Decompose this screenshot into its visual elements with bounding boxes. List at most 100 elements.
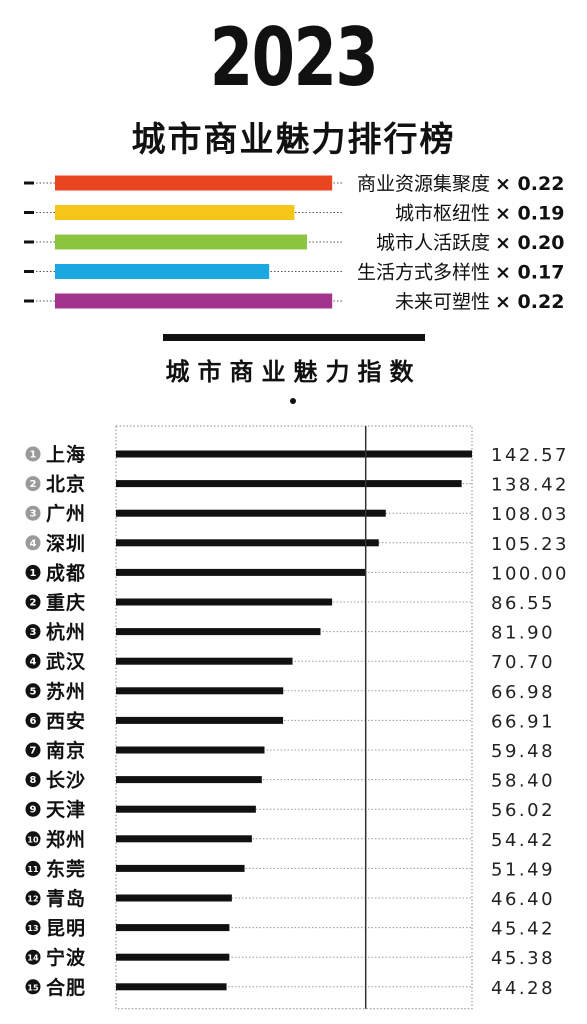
factor-bar: [55, 234, 307, 250]
ranking-bar-chart: 1 上海 142.57 2 北京 138.42 3 广州 108.03 4 深圳 105.23 1 成都 1…: [25, 425, 569, 1010]
rank-badge: [25, 653, 41, 669]
factor-weight: × 0.22: [495, 173, 564, 195]
rank-number: 11: [27, 865, 39, 874]
value-label: 66.98: [491, 682, 555, 703]
factor-row: 生活方式多样性 × 0.17: [24, 262, 564, 284]
rank-number: 5: [30, 686, 37, 697]
city-label: 西安: [46, 709, 86, 732]
rank-number: 3: [30, 627, 37, 638]
rank-badge: [25, 712, 41, 728]
bar: [116, 539, 379, 547]
value-label: 46.40: [491, 889, 555, 910]
rank-number: 1: [30, 568, 37, 579]
bar: [116, 924, 230, 932]
city-label: 成都: [46, 561, 86, 584]
value-label: 45.38: [491, 948, 555, 969]
rank-badge: [25, 446, 41, 462]
bar: [116, 805, 256, 813]
rank-number: 8: [30, 775, 37, 786]
city-label: 北京: [46, 473, 86, 496]
factor-row: 城市枢纽性 × 0.19: [24, 203, 564, 225]
value-label: 51.49: [491, 859, 555, 880]
rank-number: 10: [27, 835, 39, 844]
value-label: 59.48: [491, 741, 555, 762]
page-title: 城市商业魅力排行榜: [131, 120, 456, 160]
value-label: 56.02: [491, 800, 555, 821]
bar: [116, 480, 462, 488]
value-label: 66.91: [491, 711, 555, 732]
rank-number: 2: [30, 479, 37, 490]
rank-number: 13: [27, 924, 38, 933]
city-label: 武汉: [46, 651, 86, 673]
rank-badge: [25, 683, 41, 699]
bar: [116, 687, 284, 695]
factor-label: 商业资源集聚度: [357, 173, 490, 195]
rank-badge: [25, 920, 41, 936]
rank-badge: [25, 624, 41, 640]
rank-badge: [25, 594, 41, 610]
bar: [116, 716, 284, 724]
year-heading: 2023: [209, 11, 379, 104]
rank-badge: [25, 505, 41, 521]
value-label: 100.00: [491, 563, 569, 584]
factor-label: 未来可塑性: [395, 291, 490, 310]
rank-badge: [25, 535, 41, 551]
city-label: 南京: [46, 739, 86, 762]
rank-number: 7: [30, 746, 37, 757]
rank-number: 1: [30, 450, 37, 461]
bar: [116, 953, 230, 961]
rank-badge: [25, 476, 41, 492]
bar: [116, 746, 265, 754]
value-label: 45.42: [491, 919, 555, 940]
bar: [116, 864, 245, 872]
city-label: 合肥: [46, 976, 86, 999]
city-label: 苏州: [46, 680, 86, 703]
rank-number: 2: [30, 598, 37, 609]
rank-badge: [25, 801, 41, 817]
rank-badge: [25, 979, 41, 995]
bar: [116, 835, 252, 843]
factor-weight: × 0.17: [495, 262, 564, 284]
rank-number: 3: [30, 509, 37, 520]
bar: [116, 657, 293, 665]
city-label: 长沙: [46, 770, 86, 792]
rank-badge: [25, 949, 41, 965]
bar: [116, 894, 232, 902]
bar: [116, 776, 262, 784]
city-label: 广州: [46, 502, 86, 525]
rank-number: 6: [30, 716, 37, 727]
value-label: 86.55: [491, 593, 555, 614]
rank-number: 14: [27, 954, 39, 963]
rank-badge: [25, 772, 41, 788]
factor-row: 商业资源集聚度 × 0.22: [24, 173, 564, 195]
factor-bar: [55, 205, 295, 220]
rank-number: 4: [30, 538, 37, 549]
city-label: 东莞: [46, 857, 86, 880]
bar: [116, 450, 472, 458]
value-label: 142.57: [491, 445, 569, 466]
factor-row: 城市人活跃度 × 0.20: [24, 232, 564, 254]
city-label: 宁波: [46, 946, 86, 969]
city-label: 上海: [46, 443, 86, 466]
value-label: 58.40: [491, 771, 555, 792]
city-label: 天津: [46, 798, 86, 821]
bar: [116, 628, 321, 636]
value-label: 81.90: [491, 623, 555, 644]
factor-label: 城市枢纽性: [395, 203, 490, 225]
bar: [116, 983, 227, 991]
city-label: 重庆: [46, 591, 86, 614]
rank-number: 15: [27, 983, 39, 992]
value-label: 108.03: [491, 504, 569, 525]
rank-number: 9: [30, 805, 37, 816]
chart-title: 城市商业魅力指数: [165, 358, 422, 386]
title-dot: [290, 398, 296, 404]
factor-label: 城市人活跃度: [376, 232, 490, 254]
rank-number: 4: [30, 657, 37, 668]
value-label: 70.70: [491, 652, 555, 673]
factor-weight: × 0.22: [495, 291, 564, 310]
city-label: 青岛: [46, 887, 86, 910]
factor-bar: [55, 264, 270, 279]
city-label: 杭州: [46, 621, 86, 644]
value-label: 138.42: [491, 475, 569, 496]
